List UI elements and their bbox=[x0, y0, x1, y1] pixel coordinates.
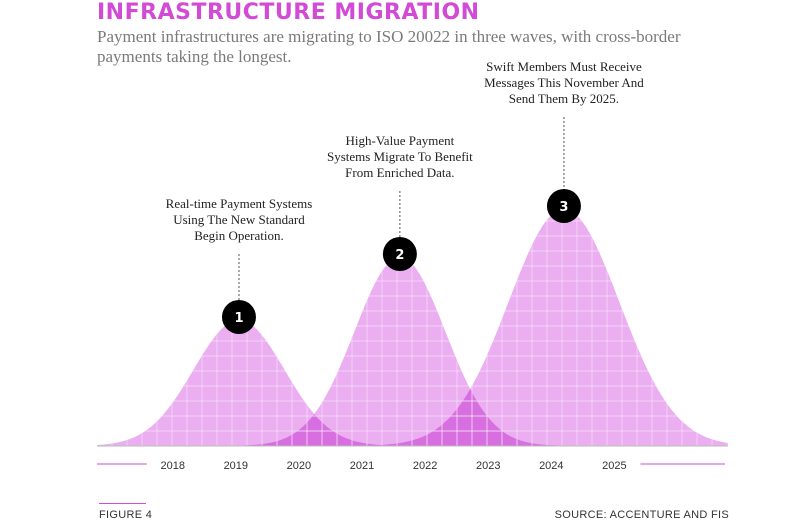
x-tick-label-2024: 2024 bbox=[539, 460, 563, 472]
x-tick-label-2019: 2019 bbox=[224, 460, 248, 472]
x-tick-label-2020: 2020 bbox=[287, 460, 311, 472]
x-tick-label-2023: 2023 bbox=[476, 460, 500, 472]
annotation-text-3-line-3: Send Them By 2025. bbox=[509, 91, 619, 106]
annotation-text-1-line-3: Begin Operation. bbox=[194, 228, 284, 243]
wave-2 bbox=[97, 257, 728, 446]
chart-title: INFRASTRUCTURE MIGRATION bbox=[97, 0, 480, 25]
figure-label: FIGURE 4 bbox=[99, 509, 153, 521]
x-tick-label-2021: 2021 bbox=[350, 460, 374, 472]
wave-marker-2 bbox=[382, 237, 417, 271]
wave-marker-3 bbox=[546, 189, 581, 223]
x-tick-label-2022: 2022 bbox=[413, 460, 437, 472]
chart-subtitle: Payment infrastructures are migrating to… bbox=[97, 27, 681, 66]
annotation-text-2-line-2: Systems Migrate To Benefit bbox=[327, 149, 473, 164]
wave-3 bbox=[97, 209, 728, 446]
figure-rule bbox=[99, 503, 146, 504]
wave-1 bbox=[97, 320, 728, 446]
wave-marker-label-1: 1 bbox=[234, 311, 243, 326]
wave-marker-label-3: 3 bbox=[559, 200, 568, 215]
x-tick-label-2025: 2025 bbox=[602, 460, 626, 472]
annotation-text-2-line-3: From Enriched Data. bbox=[345, 165, 454, 180]
annotation-text-3-line-2: Messages This November And bbox=[484, 75, 644, 90]
x-tick-label-2018: 2018 bbox=[160, 460, 184, 472]
wave-marker-label-2: 2 bbox=[395, 248, 404, 263]
annotation-text-2-line-1: High-Value Payment bbox=[346, 133, 455, 148]
annotation-text-1-line-1: Real-time Payment Systems bbox=[166, 196, 313, 211]
annotation-text-1-line-2: Using The New Standard bbox=[173, 212, 305, 227]
wave-marker-1 bbox=[221, 300, 256, 334]
source-note: SOURCE: ACCENTURE AND FIS bbox=[554, 509, 729, 521]
annotation-text-3-line-1: Swift Members Must Receive bbox=[486, 59, 642, 74]
